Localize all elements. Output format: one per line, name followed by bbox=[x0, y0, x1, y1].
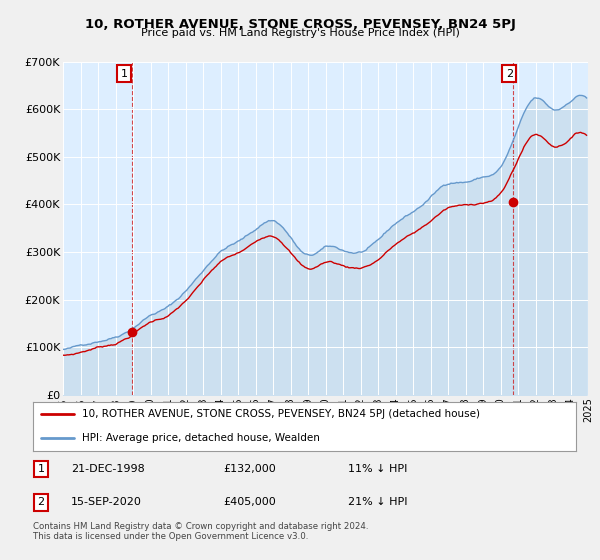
Text: 2: 2 bbox=[506, 68, 513, 78]
Text: 10, ROTHER AVENUE, STONE CROSS, PEVENSEY, BN24 5PJ (detached house): 10, ROTHER AVENUE, STONE CROSS, PEVENSEY… bbox=[82, 409, 480, 419]
Text: 21% ↓ HPI: 21% ↓ HPI bbox=[348, 497, 407, 507]
Text: 1: 1 bbox=[38, 464, 44, 474]
Text: Price paid vs. HM Land Registry's House Price Index (HPI): Price paid vs. HM Land Registry's House … bbox=[140, 28, 460, 38]
Text: 15-SEP-2020: 15-SEP-2020 bbox=[71, 497, 142, 507]
Text: 2: 2 bbox=[38, 497, 45, 507]
Text: 10, ROTHER AVENUE, STONE CROSS, PEVENSEY, BN24 5PJ: 10, ROTHER AVENUE, STONE CROSS, PEVENSEY… bbox=[85, 18, 515, 31]
Text: HPI: Average price, detached house, Wealden: HPI: Average price, detached house, Weal… bbox=[82, 433, 320, 444]
Text: 21-DEC-1998: 21-DEC-1998 bbox=[71, 464, 145, 474]
Text: £132,000: £132,000 bbox=[223, 464, 276, 474]
Text: 1: 1 bbox=[121, 68, 128, 78]
Text: £405,000: £405,000 bbox=[223, 497, 276, 507]
Text: 11% ↓ HPI: 11% ↓ HPI bbox=[348, 464, 407, 474]
Text: Contains HM Land Registry data © Crown copyright and database right 2024.
This d: Contains HM Land Registry data © Crown c… bbox=[33, 522, 368, 542]
